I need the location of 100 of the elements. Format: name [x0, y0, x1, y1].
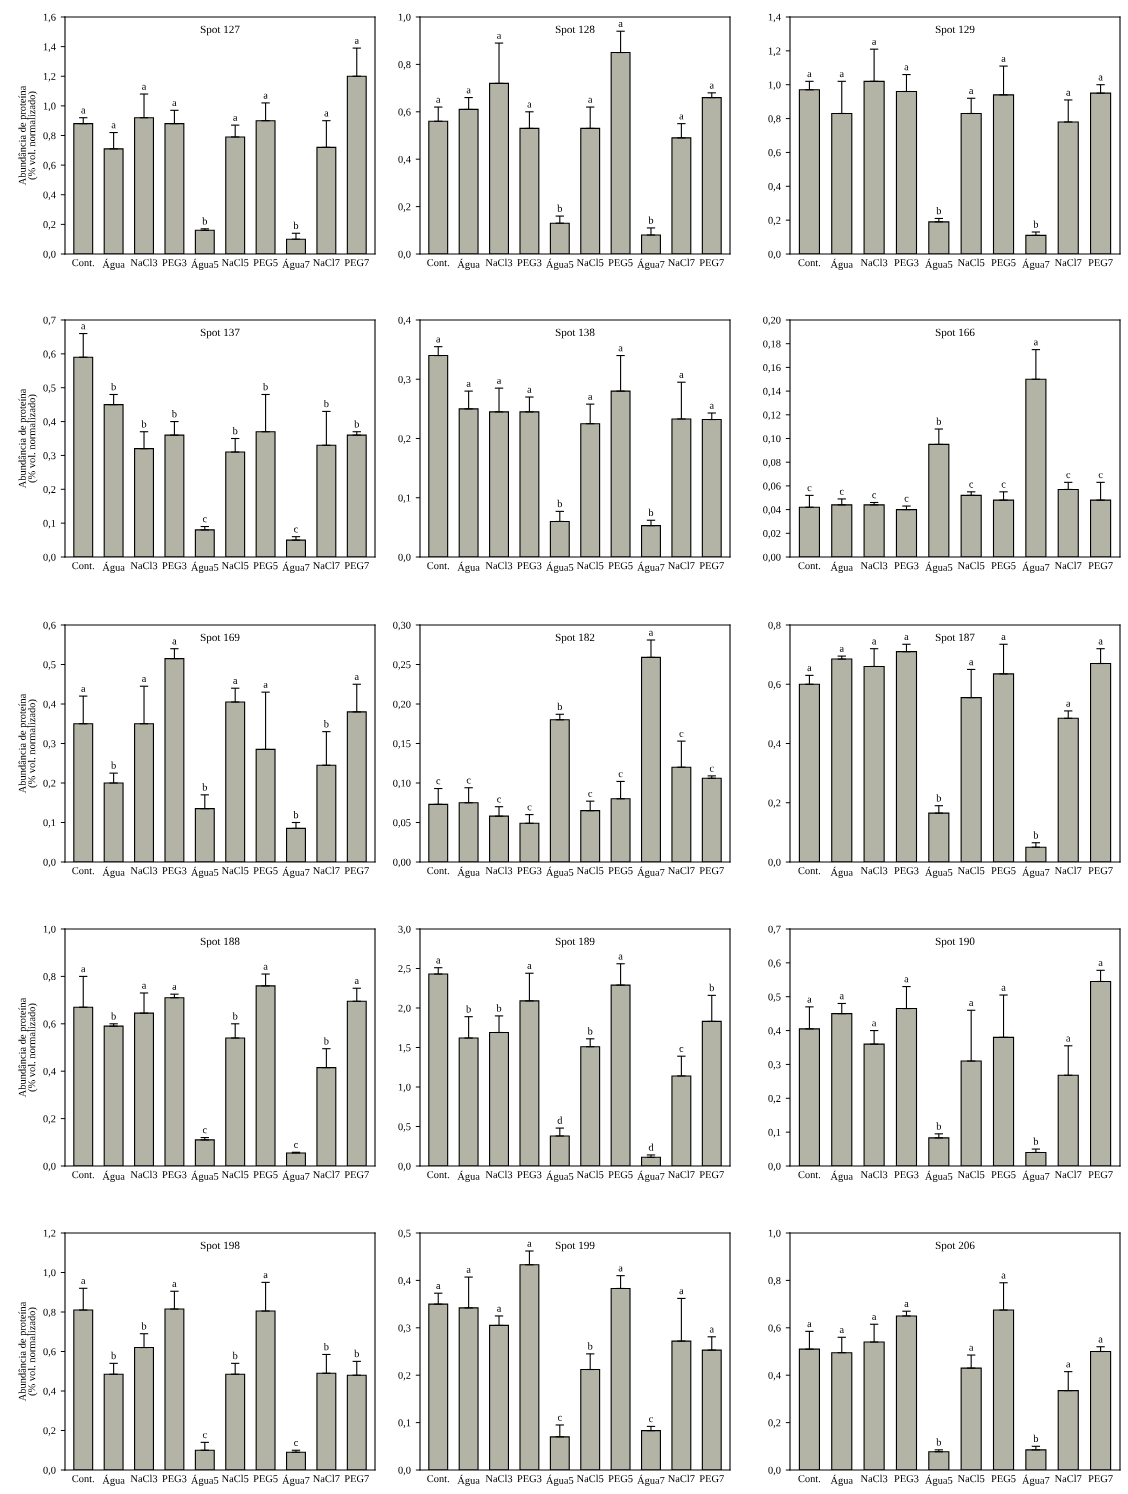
- y-tick-label: 0,4: [768, 1027, 781, 1036]
- x-tick-label: PEG3: [162, 1171, 187, 1179]
- annotation: a: [872, 1021, 877, 1027]
- y-axis-title: Abundância de proteína (% vol. normalizado): [18, 1301, 38, 1402]
- annotation: a: [1066, 1362, 1071, 1368]
- annotation: a: [172, 639, 177, 645]
- x-tick-label: Cont.: [798, 1475, 821, 1483]
- annotation: a: [1098, 961, 1103, 967]
- y-tick-label: 1,0: [43, 102, 56, 112]
- y-tick-label: 0,5: [43, 661, 56, 670]
- y-tick-label: 0,7: [768, 925, 781, 935]
- annotation: a: [588, 97, 593, 103]
- x-tick-label: PEG3: [894, 1171, 919, 1179]
- y-tick-label: 0,8: [768, 1277, 781, 1286]
- annotation: c: [1066, 473, 1071, 479]
- text: Spot 166: [935, 328, 975, 339]
- y-axis-title: Abundância de proteína (% vol. normalizado): [18, 388, 38, 489]
- annotation: c: [904, 496, 909, 502]
- x-tick-label: Água: [102, 258, 125, 271]
- annotation: b: [323, 1342, 329, 1351]
- annotation: a: [497, 1306, 502, 1312]
- y-tick-label: 0,1: [398, 494, 411, 503]
- annotation: a: [1066, 701, 1071, 707]
- x-tick-label: Água5: [191, 258, 219, 271]
- x-tick-label: Água5: [191, 866, 219, 879]
- x-tick-label: PEG3: [517, 1171, 542, 1179]
- annotation: a: [1001, 1273, 1006, 1279]
- x-tick-label: NaCl5: [957, 258, 985, 267]
- annotation: b: [709, 983, 714, 992]
- y-tick-label: 0,4: [768, 182, 781, 192]
- y-tick-label: 0,8: [398, 61, 411, 70]
- annotation: a: [354, 675, 359, 681]
- x-tick-label: Água7: [1022, 1474, 1050, 1487]
- y-tick-label: 0,6: [43, 161, 56, 171]
- x-tick-label: Água5: [546, 258, 574, 271]
- annotation: a: [111, 123, 116, 129]
- x-tick-label: NaCl3: [485, 258, 513, 267]
- x-tick-label: Água7: [282, 866, 310, 879]
- annotation: b: [936, 417, 942, 425]
- y-tick-label: 0,16: [763, 364, 781, 373]
- annotation: c: [649, 1417, 653, 1423]
- x-tick-label: Água7: [637, 1474, 665, 1487]
- x-tick-label: PEG5: [608, 259, 633, 267]
- x-tick-label: PEG7: [344, 867, 369, 875]
- y-tick-label: 0,2: [398, 203, 411, 212]
- y-tick-label: 0,3: [398, 375, 411, 385]
- x-tick-label: Cont.: [798, 562, 821, 570]
- y-tick-label: 0,8: [43, 1308, 56, 1318]
- annotation: a: [969, 660, 974, 666]
- y-tick-label: 0,4: [398, 1277, 411, 1286]
- x-tick-label: NaCl5: [957, 866, 985, 875]
- x-tick-label: NaCl3: [860, 258, 888, 267]
- y-tick-label: 1,5: [398, 1044, 411, 1053]
- y-tick-label: 0,0: [768, 250, 781, 260]
- annotation: b: [111, 382, 116, 391]
- annotation: a: [969, 89, 974, 95]
- y-tick-label: 0,5: [43, 384, 56, 393]
- annotation: a: [679, 373, 684, 379]
- x-tick-label: Água: [830, 866, 853, 879]
- annotation: a: [872, 39, 877, 45]
- annotation: a: [436, 97, 441, 103]
- y-tick-label: 2,5: [398, 965, 411, 974]
- text: Spot 169: [200, 633, 240, 644]
- y-tick-label: 0,18: [763, 340, 781, 349]
- y-tick-label: 0,4: [768, 1371, 781, 1381]
- y-tick-label: 0,6: [43, 621, 56, 631]
- x-tick-label: NaCl5: [576, 1170, 604, 1179]
- annotation: a: [354, 38, 359, 44]
- x-tick-label: NaCl7: [668, 258, 695, 267]
- y-tick-label: 0,3: [398, 1324, 411, 1334]
- x-tick-label: Água: [457, 1474, 480, 1487]
- annotation: a: [233, 115, 238, 121]
- annotation: b: [202, 217, 208, 225]
- annotation: c: [969, 482, 974, 488]
- y-tick-label: 0,1: [398, 1419, 411, 1428]
- annotation: c: [436, 779, 441, 785]
- x-tick-label: PEG5: [253, 867, 278, 875]
- x-tick-label: Água5: [191, 1474, 219, 1487]
- y-tick-label: 0,2: [43, 1427, 56, 1436]
- y-tick-label: 0,14: [763, 387, 781, 397]
- x-tick-label: Água: [457, 561, 480, 574]
- x-tick-label: Cont.: [72, 867, 94, 875]
- annotation: a: [1001, 635, 1006, 641]
- x-tick-label: Cont.: [72, 259, 94, 267]
- x-tick-label: NaCl3: [130, 561, 158, 570]
- annotation: c: [1098, 473, 1103, 479]
- x-tick-label: PEG3: [517, 867, 542, 875]
- text: Spot 137: [200, 328, 240, 339]
- text: Spot 199: [555, 1241, 595, 1252]
- annotation: c: [1001, 482, 1006, 488]
- annotation: a: [142, 677, 147, 683]
- x-tick-label: NaCl3: [130, 1170, 158, 1179]
- x-tick-label: PEG7: [344, 1475, 369, 1483]
- x-tick-label: Água5: [546, 561, 574, 574]
- y-tick-label: 0,4: [43, 191, 56, 200]
- x-tick-label: NaCl3: [130, 258, 158, 267]
- annotation: b: [936, 1122, 942, 1130]
- annotation: b: [293, 810, 299, 819]
- annotation: a: [527, 964, 532, 970]
- x-tick-label: Água7: [1022, 1170, 1050, 1183]
